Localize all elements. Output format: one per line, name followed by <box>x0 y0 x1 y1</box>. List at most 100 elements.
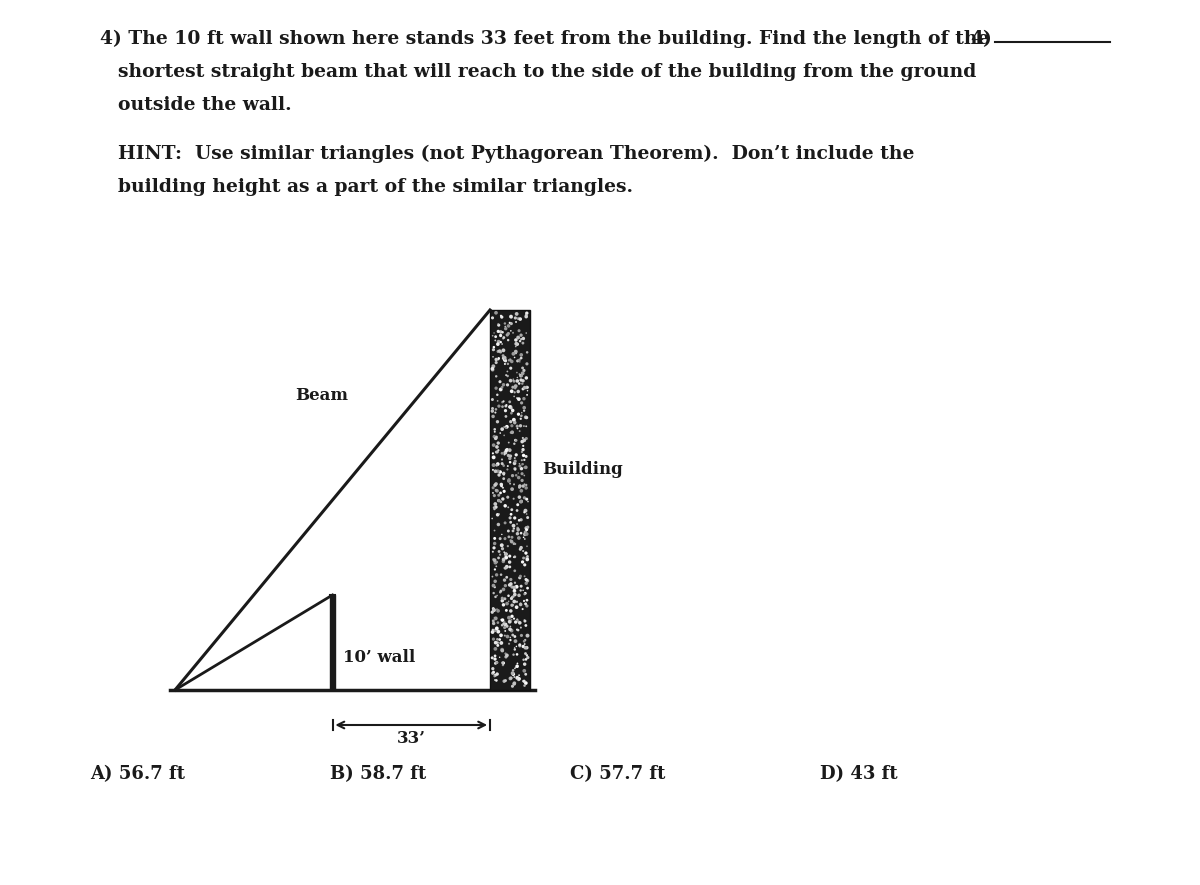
Point <box>496 350 515 365</box>
Point <box>484 586 503 600</box>
Point <box>500 555 520 569</box>
Point <box>500 511 520 525</box>
Point <box>499 524 518 538</box>
Point <box>514 551 533 566</box>
Point <box>500 560 520 574</box>
Point <box>484 342 503 357</box>
Point <box>494 353 514 367</box>
Point <box>510 481 529 495</box>
Point <box>486 642 505 656</box>
Point <box>518 511 538 525</box>
Point <box>510 334 529 348</box>
Point <box>518 520 538 535</box>
Point <box>496 592 515 606</box>
Point <box>512 555 532 569</box>
Text: building height as a part of the similar triangles.: building height as a part of the similar… <box>118 178 634 196</box>
Point <box>504 389 523 404</box>
Point <box>492 477 511 491</box>
Point <box>498 357 517 371</box>
Point <box>514 479 533 493</box>
Point <box>510 638 529 652</box>
Text: C) 57.7 ft: C) 57.7 ft <box>570 765 665 783</box>
Point <box>511 369 530 383</box>
Point <box>508 647 527 661</box>
Point <box>486 589 505 604</box>
Point <box>499 473 518 488</box>
Point <box>496 579 515 593</box>
Point <box>485 669 504 683</box>
Point <box>485 523 504 537</box>
Point <box>494 466 514 481</box>
Point <box>486 673 505 687</box>
Point <box>505 670 524 684</box>
Point <box>494 330 514 344</box>
Point <box>505 451 524 466</box>
Point <box>493 594 512 608</box>
Point <box>510 672 529 686</box>
Point <box>504 677 523 691</box>
Point <box>497 650 516 664</box>
Point <box>508 371 527 385</box>
Point <box>484 632 503 646</box>
Point <box>511 409 530 423</box>
Point <box>516 450 535 464</box>
Point <box>500 400 520 414</box>
Point <box>499 353 518 367</box>
Point <box>503 482 522 496</box>
Point <box>511 312 530 327</box>
Point <box>497 368 516 382</box>
Point <box>508 497 527 512</box>
Point <box>515 679 534 693</box>
Point <box>499 611 518 625</box>
Point <box>487 555 506 569</box>
Point <box>490 494 509 508</box>
Point <box>490 343 509 358</box>
Point <box>488 352 508 366</box>
Point <box>484 342 503 357</box>
Point <box>499 449 518 463</box>
Point <box>502 324 521 338</box>
Point <box>512 628 532 643</box>
Point <box>500 395 520 409</box>
Point <box>486 668 505 682</box>
Point <box>515 614 534 628</box>
Point <box>510 668 529 682</box>
Point <box>488 394 508 408</box>
Point <box>487 445 506 459</box>
Point <box>515 404 534 418</box>
Point <box>502 426 521 440</box>
Point <box>493 458 512 472</box>
Point <box>514 583 533 597</box>
Point <box>496 614 515 628</box>
Point <box>502 515 521 529</box>
Point <box>497 399 516 413</box>
Point <box>492 337 511 351</box>
Point <box>499 636 518 650</box>
Point <box>486 483 505 497</box>
Point <box>504 412 523 427</box>
Point <box>505 629 524 643</box>
Point <box>496 673 515 688</box>
Point <box>505 575 524 589</box>
Point <box>490 650 509 665</box>
Point <box>504 492 523 506</box>
Point <box>497 547 516 561</box>
Point <box>485 611 504 625</box>
Point <box>494 428 514 442</box>
Point <box>514 639 533 653</box>
Point <box>484 359 503 373</box>
Point <box>484 579 503 593</box>
Point <box>518 383 538 397</box>
Point <box>503 580 522 594</box>
Point <box>491 328 510 342</box>
Point <box>500 373 520 388</box>
Point <box>511 543 530 557</box>
Point <box>510 376 529 390</box>
Point <box>500 353 520 367</box>
Text: 4) The 10 ft wall shown here stands 33 feet from the building. Find the length o: 4) The 10 ft wall shown here stands 33 f… <box>100 30 989 49</box>
Point <box>482 404 502 419</box>
Point <box>485 502 504 516</box>
Point <box>500 630 520 644</box>
Point <box>514 652 533 666</box>
Point <box>490 351 509 366</box>
